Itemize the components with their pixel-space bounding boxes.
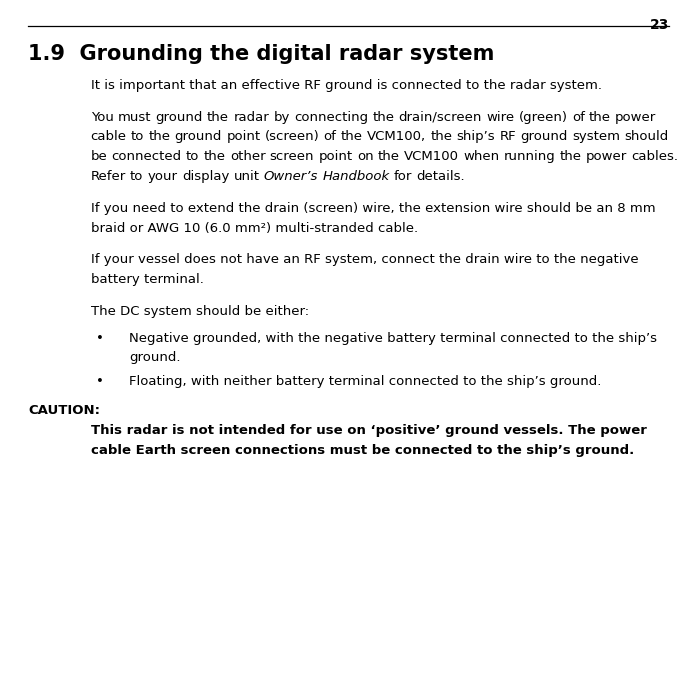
Text: braid or AWG 10 (6.0 mm²) multi-stranded cable.: braid or AWG 10 (6.0 mm²) multi-stranded…	[91, 221, 418, 234]
Text: Negative grounded, with the negative battery terminal connected to the ship’s: Negative grounded, with the negative bat…	[129, 331, 657, 344]
Text: must: must	[118, 111, 151, 123]
Text: •: •	[96, 331, 104, 344]
Text: •: •	[96, 375, 104, 388]
Text: the: the	[204, 150, 226, 163]
Text: be: be	[91, 150, 107, 163]
Text: the: the	[560, 150, 581, 163]
Text: Handbook: Handbook	[323, 170, 390, 183]
Text: of: of	[572, 111, 585, 123]
Text: to: to	[131, 130, 144, 143]
Text: unit: unit	[233, 170, 259, 183]
Text: battery terminal.: battery terminal.	[91, 273, 204, 286]
Text: cables.: cables.	[631, 150, 678, 163]
Text: Floating, with neither battery terminal connected to the ship’s ground.: Floating, with neither battery terminal …	[129, 375, 602, 388]
Text: VCM100: VCM100	[404, 150, 459, 163]
Text: should: should	[625, 130, 668, 143]
Text: 1.9  Grounding the digital radar system: 1.9 Grounding the digital radar system	[28, 44, 494, 64]
Text: when: when	[464, 150, 499, 163]
Text: ground: ground	[155, 111, 203, 123]
Text: If you need to extend the drain (screen) wire, the extension wire should be an 8: If you need to extend the drain (screen)…	[91, 202, 655, 215]
Text: cable: cable	[91, 130, 127, 143]
Text: screen: screen	[270, 150, 314, 163]
Text: VCM100,: VCM100,	[367, 130, 427, 143]
Text: the: the	[207, 111, 229, 123]
Text: It is important that an effective RF ground is connected to the radar system.: It is important that an effective RF gro…	[91, 79, 602, 92]
Text: to: to	[130, 170, 144, 183]
Text: radar: radar	[233, 111, 269, 123]
Text: drain/screen: drain/screen	[399, 111, 482, 123]
Text: the: the	[341, 130, 363, 143]
Text: Owner’s: Owner’s	[264, 170, 319, 183]
Text: If your vessel does not have an RF system, connect the drain wire to the negativ: If your vessel does not have an RF syste…	[91, 253, 638, 266]
Text: your: your	[148, 170, 178, 183]
Text: to: to	[186, 150, 199, 163]
Text: ground.: ground.	[129, 351, 181, 364]
Text: details.: details.	[417, 170, 465, 183]
Text: connected: connected	[112, 150, 182, 163]
Text: the: the	[148, 130, 171, 143]
Text: by: by	[273, 111, 290, 123]
Text: wire: wire	[487, 111, 514, 123]
Text: the: the	[431, 130, 452, 143]
Text: You: You	[91, 111, 114, 123]
Text: point: point	[227, 130, 261, 143]
Text: ground: ground	[521, 130, 568, 143]
Text: (screen): (screen)	[265, 130, 319, 143]
Text: Refer: Refer	[91, 170, 126, 183]
Text: connecting: connecting	[294, 111, 368, 123]
Text: This radar is not intended for use on ‘positive’ ground vessels. The power: This radar is not intended for use on ‘p…	[91, 424, 647, 437]
Text: power: power	[586, 150, 627, 163]
Text: (green): (green)	[519, 111, 567, 123]
Text: The DC system should be either:: The DC system should be either:	[91, 305, 309, 318]
Text: the: the	[378, 150, 400, 163]
Text: 23: 23	[650, 18, 669, 32]
Text: display: display	[182, 170, 229, 183]
Text: on: on	[357, 150, 374, 163]
Text: for: for	[394, 170, 412, 183]
Text: ground: ground	[175, 130, 222, 143]
Text: the: the	[589, 111, 611, 123]
Text: other: other	[230, 150, 266, 163]
Text: running: running	[504, 150, 556, 163]
Text: of: of	[323, 130, 337, 143]
Text: the: the	[372, 111, 395, 123]
Text: RF: RF	[500, 130, 516, 143]
Text: system: system	[572, 130, 620, 143]
Text: cable Earth screen connections must be connected to the ship’s ground.: cable Earth screen connections must be c…	[91, 444, 634, 457]
Text: CAUTION:: CAUTION:	[28, 404, 100, 417]
Text: power: power	[615, 111, 657, 123]
Text: ship’s: ship’s	[457, 130, 496, 143]
Text: point: point	[319, 150, 353, 163]
